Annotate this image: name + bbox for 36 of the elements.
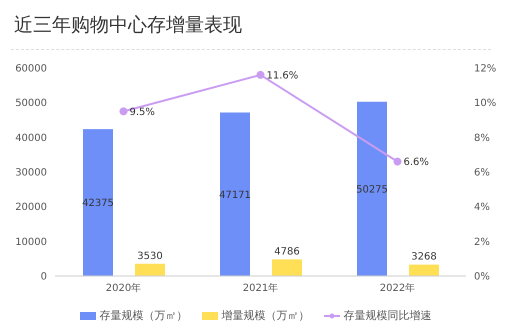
bar [409,264,439,276]
y2-tick-label: 8% [474,132,490,144]
point [120,107,128,116]
point [256,70,264,79]
legend-label: 存量规模同比增速 [344,308,432,323]
legend-label: 增量规模（万㎡） [222,308,310,323]
bar [83,129,113,276]
y2-tick-label: 10% [474,98,496,110]
y-tick-label: 50000 [15,98,47,110]
data-label: 6.6% [404,157,429,168]
y-tick-label: 30000 [15,168,47,179]
legend-label: 存量规模（万㎡） [100,308,188,323]
y2-tick-label: 12% [474,64,496,75]
y-tick-label: 40000 [15,132,47,144]
y2-tick-label: 0% [474,272,490,283]
y2-tick-label: 4% [474,202,490,214]
y2-tick-label: 2% [474,236,490,248]
bar [357,102,387,276]
y-tick-label: 20000 [15,202,47,214]
bar [220,112,250,276]
point [394,158,402,166]
y2-tick-label: 6% [474,168,490,179]
data-label: 3530 [137,250,163,262]
x-tick-label: 2022年 [380,282,416,294]
chart-title: 近三年购物中心存增量表现 [14,13,242,38]
y-tick-label: 60000 [15,64,47,75]
bar [272,259,302,276]
x-tick-label: 2020年 [106,282,142,294]
y-tick-label: 0 [40,272,47,283]
data-label: 3268 [411,252,437,263]
data-label: 4786 [274,246,300,258]
bar [135,264,165,276]
data-label: 9.5% [130,106,155,118]
y-tick-label: 10000 [15,236,47,248]
x-tick-label: 2021年 [242,282,278,294]
data-label: 11.6% [266,70,298,82]
